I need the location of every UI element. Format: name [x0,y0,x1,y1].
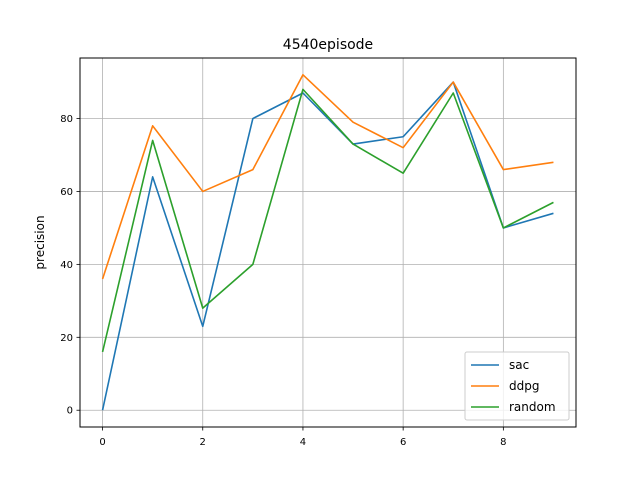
y-tick-label: 60 [60,187,73,198]
y-tick-label: 0 [67,406,73,417]
x-tick-label: 6 [400,437,406,448]
y-tick-label: 40 [60,260,73,271]
legend-label-ddpg: ddpg [509,379,539,393]
x-axis-ticks: 0 2 4 6 8 [99,427,507,448]
x-tick-label: 2 [200,437,206,448]
legend: sac ddpg random [464,351,570,421]
series-line-sac [101,81,554,411]
series-lines [101,73,554,411]
x-tick-label: 0 [99,437,105,448]
x-tick-label: 8 [500,437,506,448]
legend-box [464,351,570,421]
legend-label-sac: sac [509,358,529,372]
y-axis-ticks: 0 20 40 60 80 [60,114,80,417]
y-tick-label: 80 [60,114,73,125]
series-line-ddpg [101,73,554,280]
y-axis-label: precision [33,215,47,269]
series-line-random [101,88,554,353]
grid [80,58,576,427]
y-tick-label: 20 [60,333,73,344]
legend-label-random: random [509,400,556,414]
chart-title: 4540episode [283,37,373,53]
plot-frame [79,57,577,428]
x-tick-label: 4 [300,437,306,448]
